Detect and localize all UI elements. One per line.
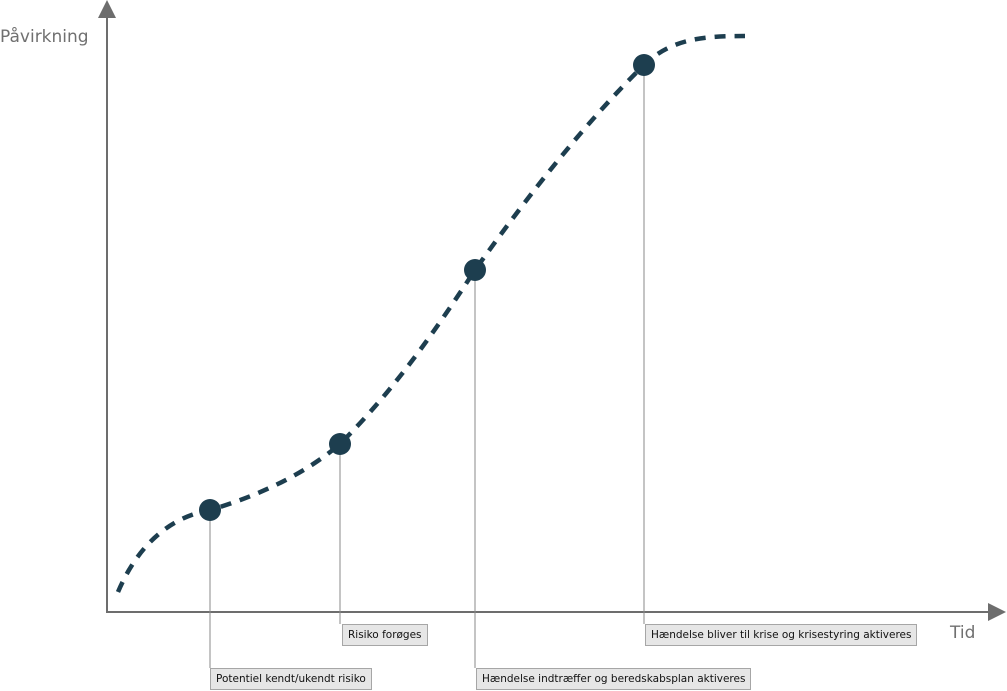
milestone-point-1 bbox=[199, 499, 221, 521]
milestone-point-2 bbox=[329, 433, 351, 455]
x-axis-arrow-icon bbox=[988, 603, 1006, 621]
milestone-label-2: Risiko forøges bbox=[342, 624, 428, 646]
y-axis-arrow-icon bbox=[98, 0, 116, 18]
milestone-label-1: Potentiel kendt/ukendt risiko bbox=[210, 668, 372, 690]
y-axis-label: Påvirkning bbox=[0, 26, 89, 47]
milestone-label-4: Hændelse bliver til krise og krisestyrin… bbox=[645, 624, 918, 646]
x-axis-label: Tid bbox=[949, 623, 975, 643]
milestone-point-4 bbox=[633, 54, 655, 76]
milestone-label-3: Hændelse indtræffer og beredskabsplan ak… bbox=[476, 668, 752, 690]
milestone-point-3 bbox=[464, 259, 486, 281]
